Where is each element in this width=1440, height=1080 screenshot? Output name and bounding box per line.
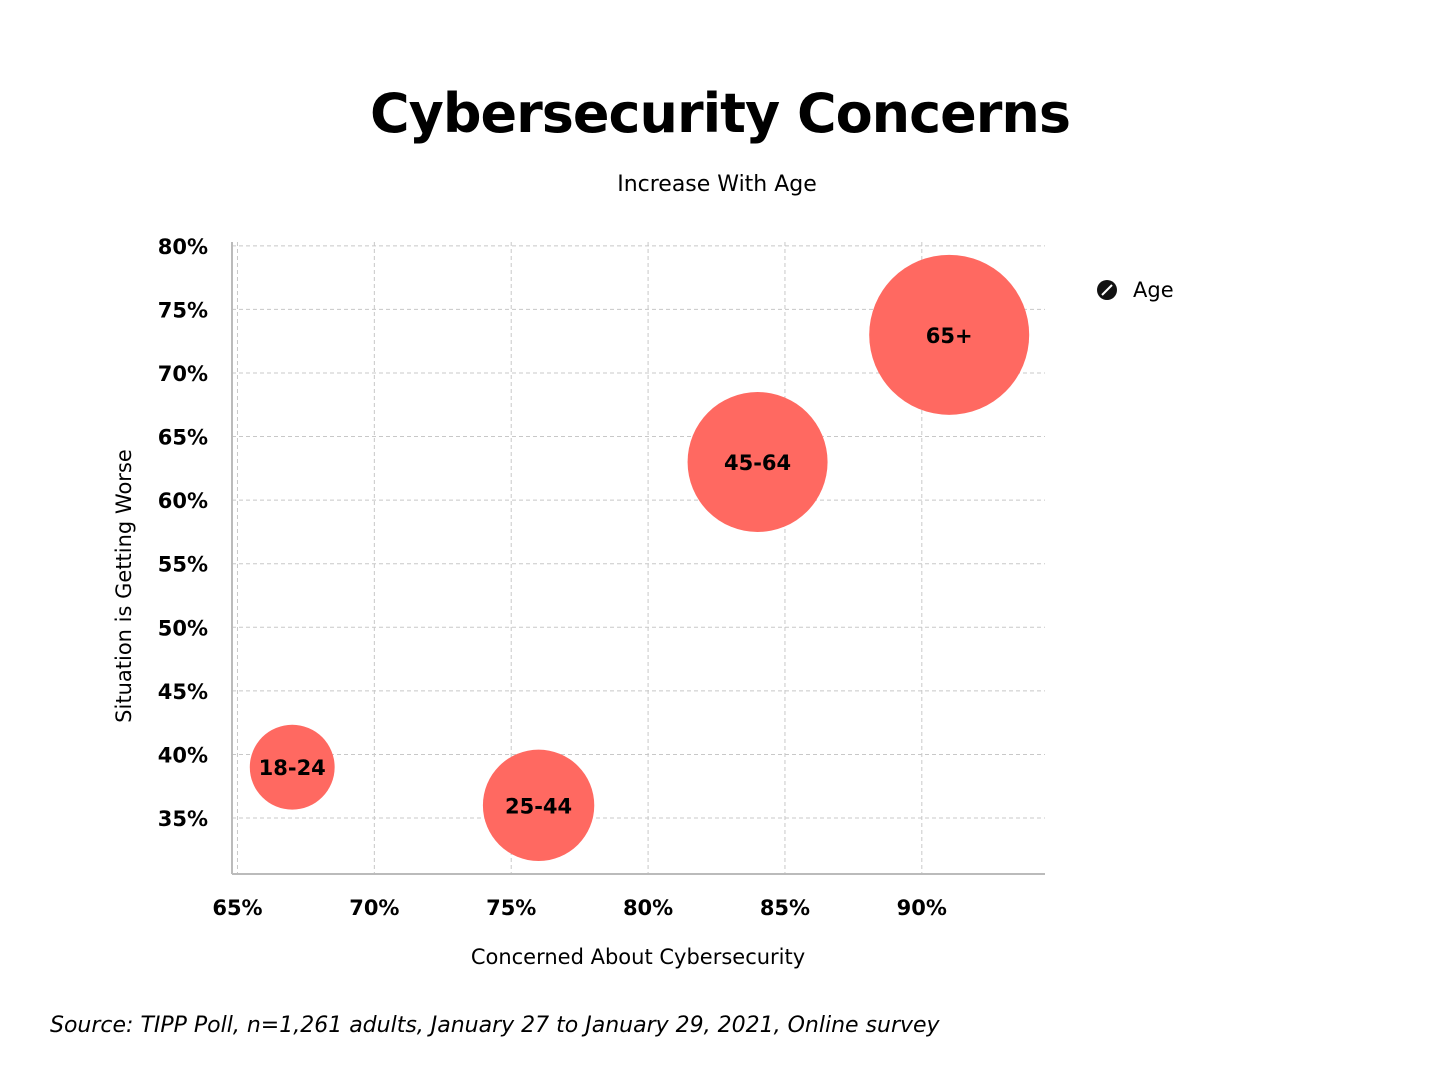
y-tick-label: 50% (158, 616, 208, 640)
chart-subtitle: Increase With Age (617, 172, 817, 197)
bubble-label: 25-44 (505, 794, 572, 818)
y-tick-label: 40% (158, 743, 208, 767)
x-tick-label: 70% (349, 896, 399, 920)
bubble-label: 18-24 (259, 756, 326, 780)
x-tick-label: 75% (486, 896, 536, 920)
bubble-45-64 (687, 391, 828, 532)
bubble-label: 65+ (926, 324, 973, 348)
y-tick-label: 55% (158, 553, 208, 577)
y-tick-label: 35% (158, 807, 208, 831)
x-tick-label: 85% (760, 896, 810, 920)
bubble-18-24 (249, 724, 335, 810)
y-tick-label: 75% (158, 298, 208, 322)
legend-label: Age (1133, 278, 1174, 302)
y-tick-label: 70% (158, 362, 208, 386)
x-tick-label: 90% (897, 896, 947, 920)
y-axis-label: Situation is Getting Worse (112, 449, 136, 723)
arrows-diagonal-icon-stroke (1101, 284, 1113, 296)
bubble-65+ (869, 254, 1030, 415)
bubble-25-44 (482, 749, 595, 862)
x-axis-label: Concerned About Cybersecurity (471, 945, 805, 969)
chart-title: Cybersecurity Concerns (370, 82, 1071, 145)
bubble-label: 45-64 (724, 451, 791, 475)
y-tick-label: 45% (158, 680, 208, 704)
x-tick-label: 65% (212, 896, 262, 920)
y-tick-label: 65% (158, 426, 208, 450)
y-tick-label: 60% (158, 489, 208, 513)
y-tick-label: 80% (158, 235, 208, 259)
x-tick-label: 80% (623, 896, 673, 920)
source-note: Source: TIPP Poll, n=1,261 adults, Janua… (50, 1013, 940, 1038)
